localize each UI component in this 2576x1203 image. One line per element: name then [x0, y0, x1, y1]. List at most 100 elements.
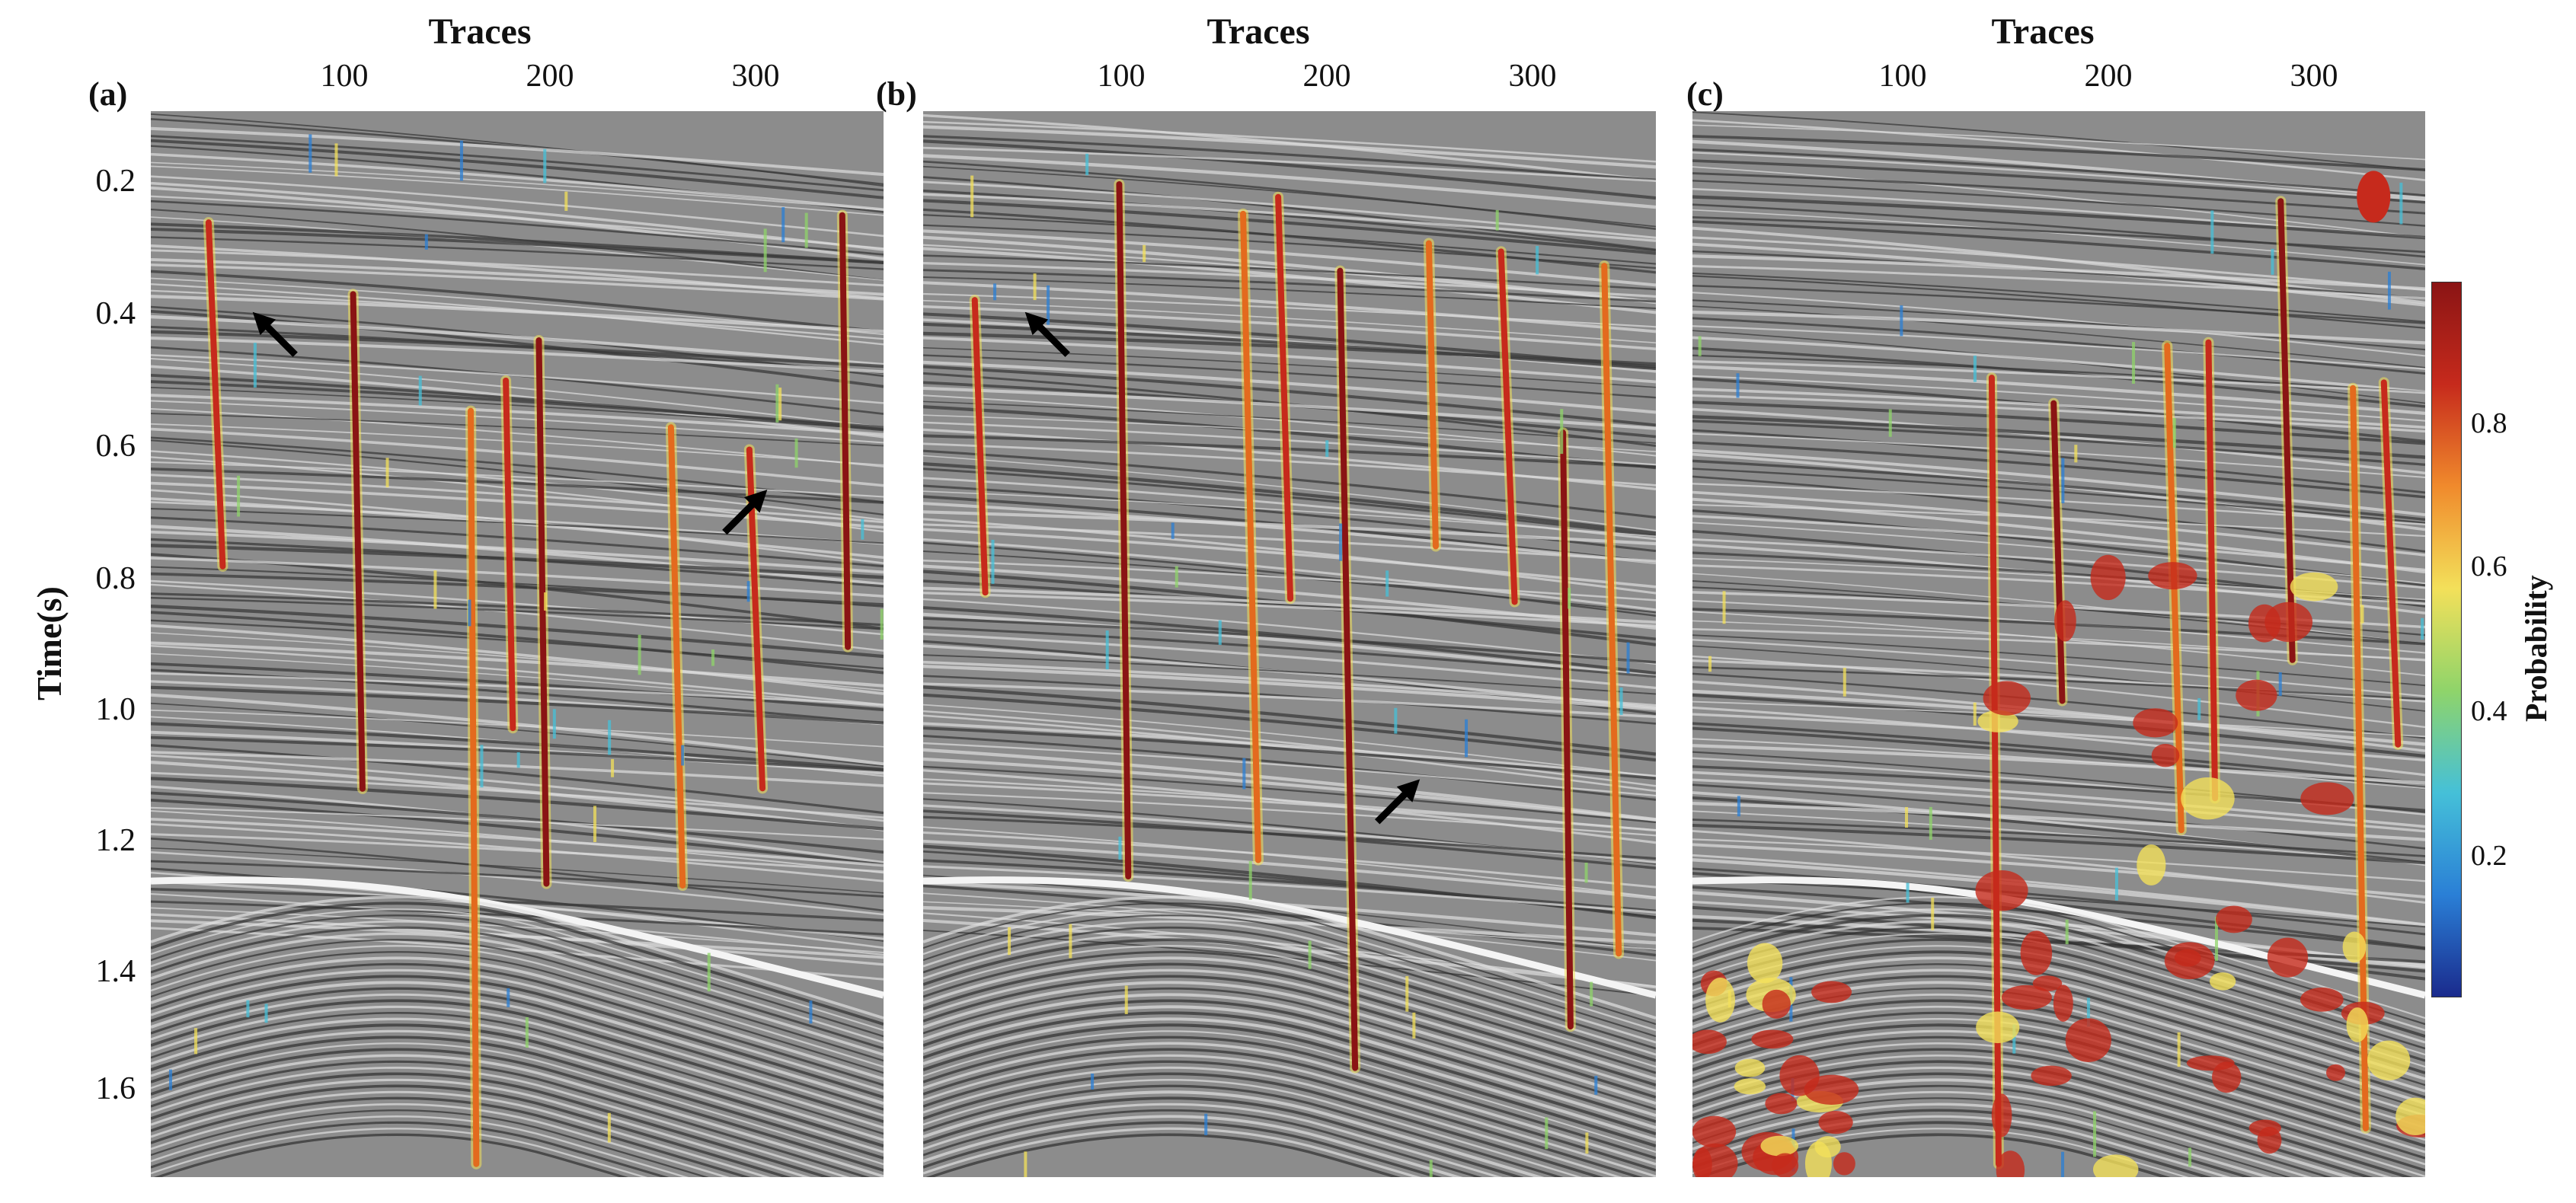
fault-probability-blob — [1804, 1074, 1859, 1105]
fault-line — [468, 407, 480, 1167]
fault-probability-blob — [1977, 710, 2018, 732]
seismic-reflector — [923, 120, 1656, 163]
seismic-reflector — [151, 809, 884, 874]
fault-detection-point — [2399, 182, 2403, 225]
fault-probability-blob — [2148, 562, 2197, 590]
seismic-reflector — [923, 675, 1656, 725]
fault-line — [503, 377, 516, 732]
seismic-reflector-deep — [923, 993, 1656, 1117]
fault-detection-point — [707, 953, 711, 992]
seismic-reflector — [1692, 858, 2425, 927]
seismic-reflector — [151, 365, 884, 439]
fault-line — [1116, 180, 1132, 880]
seismic-reflector — [151, 181, 884, 251]
seismic-reflector — [151, 139, 884, 199]
seismic-reflector-deep — [151, 968, 884, 1093]
fault-probability-blob — [1762, 989, 1791, 1019]
fault-probability-blob — [2209, 972, 2236, 991]
seismic-reflector-deep — [923, 1054, 1656, 1177]
seismic-reflector — [923, 693, 1656, 762]
seismic-reflector — [1692, 375, 2425, 422]
seismic-reflector — [1692, 810, 2425, 864]
seismic-reflector-deep — [923, 987, 1656, 1111]
seismic-reflector-deep — [923, 1005, 1656, 1130]
fault-detection-point — [1495, 209, 1499, 231]
fault-detection-point — [1931, 897, 1935, 930]
fault-detection-point — [418, 375, 422, 406]
fault-detection-point — [2074, 445, 2078, 463]
seismic-reflector-deep — [923, 920, 1656, 1044]
fault-detection-point — [552, 709, 556, 739]
seismic-reflector-deep — [151, 1042, 884, 1166]
fault-probability-blob — [2137, 844, 2166, 885]
fault-probability-blob — [1734, 1078, 1766, 1095]
seismic-reflector — [923, 722, 1656, 778]
panel-a-ytick: 1.6 — [95, 1071, 136, 1106]
seismic-reflector — [1692, 783, 2425, 850]
seismic-reflector-deep — [923, 1023, 1656, 1147]
fault-detection-point — [433, 570, 437, 609]
seismic-reflector — [1692, 195, 2425, 240]
fault-detection-point — [1069, 924, 1072, 959]
seismic-reflector — [923, 400, 1656, 444]
panel-a-xtick: 100 — [320, 59, 369, 94]
seismic-reflector — [1692, 346, 2425, 408]
seismic-reflector-deep — [1692, 968, 2425, 1093]
seismic-reflector — [923, 135, 1656, 182]
seismic-reflector-deep — [151, 987, 884, 1111]
seismic-reflector — [1692, 879, 2425, 928]
seismic-reflector-deep — [923, 908, 1656, 1032]
fault-probability-blob — [1833, 1152, 1855, 1176]
panel-c-xtick: 200 — [2084, 59, 2133, 94]
seismic-reflector-deep — [151, 939, 884, 1062]
seismic-reflector — [1692, 394, 2425, 433]
seismic-reflector — [1692, 166, 2425, 238]
seismic-reflector — [923, 682, 1656, 719]
panel-c-x-title: Traces — [1991, 11, 2095, 52]
seismic-reflector — [1692, 459, 2425, 522]
seismic-reflector — [151, 837, 884, 912]
fault-probability-blob — [1692, 1029, 1727, 1055]
panel-a-seismic-section — [151, 111, 884, 1177]
seismic-reflector — [151, 413, 884, 447]
panel-a-ytick: 1.4 — [95, 954, 136, 989]
seismic-reflector — [923, 346, 1656, 388]
seismic-reflector-deep — [923, 1121, 1443, 1177]
seismic-reflector — [1692, 148, 2425, 197]
fault-detection-point — [246, 1000, 250, 1018]
panel-a-ytick: 0.4 — [95, 296, 136, 331]
fault-line — [1497, 248, 1518, 605]
fault-detection-point — [2132, 342, 2136, 385]
seismic-reflector — [1692, 119, 2425, 181]
seismic-reflector-deep — [1692, 933, 2425, 1056]
seismic-reflector-deep — [151, 1012, 884, 1135]
seismic-reflector — [923, 354, 1656, 399]
seismic-reflector — [1692, 354, 2425, 394]
fault-detection-point — [1412, 1012, 1416, 1039]
seismic-reflector — [151, 860, 884, 898]
seismic-reflector — [923, 654, 1656, 695]
seismic-reflector — [151, 199, 884, 256]
fault-detection-point — [1339, 523, 1343, 561]
seismic-reflector — [151, 530, 884, 574]
seismic-reflector — [1692, 655, 2425, 729]
fault-detection-point — [480, 745, 484, 788]
seismic-reflector — [1692, 627, 2425, 661]
seismic-reflector-deep — [151, 895, 884, 1020]
fault-detection-point — [1545, 1117, 1548, 1150]
fault-detection-point — [1325, 440, 1329, 458]
seismic-reflector — [151, 330, 884, 369]
fault-detection-point — [564, 191, 568, 211]
fault-detection-point — [1708, 656, 1712, 672]
fault-detection-point — [525, 1016, 529, 1048]
fault-probability-blob — [2357, 171, 2391, 223]
seismic-reflector-deep — [923, 932, 1656, 1056]
seismic-reflector-deep — [151, 926, 884, 1050]
seismic-reflector — [1692, 600, 2425, 654]
seismic-reflector-deep — [151, 1090, 771, 1177]
seismic-reflector — [923, 125, 1656, 169]
fault-detection-point — [2278, 672, 2282, 696]
fault-probability-blob — [2236, 679, 2277, 711]
fault-line — [205, 219, 226, 570]
fault-probability-blob — [1692, 1115, 1737, 1148]
